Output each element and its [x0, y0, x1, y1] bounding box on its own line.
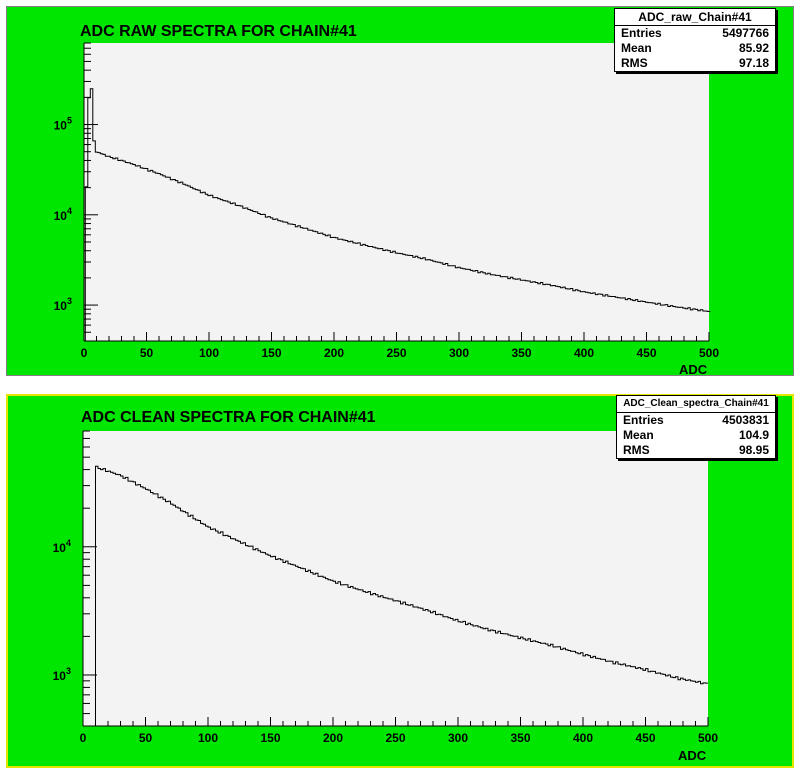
- clean-chart-title: ADC CLEAN SPECTRA FOR CHAIN#41: [81, 409, 376, 426]
- stats-value: 104.9: [738, 428, 769, 442]
- x-tick-label: 100: [198, 731, 218, 745]
- raw-spectrum-plot: 0 50 100 150 200 250 300 350 400 450 500 103 104 105: [54, 42, 719, 360]
- raw-stats-box: ADC_raw_Chain#41 Entries 5497766 Mean 85…: [614, 8, 776, 72]
- raw-stats-entries-row: Entries 5497766: [615, 26, 775, 41]
- x-tick-label: 400: [573, 731, 593, 745]
- x-tick-label: 150: [260, 731, 280, 745]
- stats-value: 97.18: [738, 56, 769, 70]
- x-tick-label: 200: [324, 346, 344, 360]
- x-tick-label: 450: [635, 731, 655, 745]
- stats-label: RMS: [623, 443, 650, 457]
- x-tick-label: 350: [510, 731, 530, 745]
- stats-value: 85.92: [738, 41, 769, 55]
- x-tick-label: 50: [140, 346, 154, 360]
- stats-label: Mean: [621, 41, 652, 55]
- x-tick-label: 500: [698, 731, 718, 745]
- x-tick-label: 300: [449, 346, 469, 360]
- x-tick-label: 400: [574, 346, 594, 360]
- stats-value: 4503831: [722, 413, 769, 427]
- clean-stats-name: ADC_Clean_spectra_Chain#41: [617, 396, 775, 413]
- raw-stats-rms-row: RMS 97.18: [615, 56, 775, 71]
- y-tick-label: 103: [54, 296, 72, 313]
- y-tick-label: 103: [53, 666, 71, 683]
- x-tick-label: 250: [385, 731, 405, 745]
- x-tick-label: 500: [699, 346, 719, 360]
- x-tick-label: 100: [199, 346, 219, 360]
- x-tick-label: 0: [81, 346, 88, 360]
- stats-value: 5497766: [722, 26, 769, 40]
- raw-chart-title: ADC RAW SPECTRA FOR CHAIN#41: [80, 23, 357, 40]
- clean-spectrum-plot: 0 50 100 150 200 250 300 350 400 450 500 103 104: [53, 430, 718, 745]
- x-tick-label: 450: [636, 346, 656, 360]
- stats-label: Mean: [623, 428, 654, 442]
- x-tick-label: 0: [80, 731, 87, 745]
- clean-stats-box: ADC_Clean_spectra_Chain#41 Entries 45038…: [616, 395, 776, 459]
- clean-stats-rms-row: RMS 98.95: [617, 443, 775, 458]
- x-tick-label: 300: [448, 731, 468, 745]
- clean-spectrum-pad: 0 50 100 150 200 250 300 350 400 450 500 103 104 ADC…: [6, 394, 794, 768]
- clean-stats-entries-row: Entries 4503831: [617, 413, 775, 428]
- clean-stats-mean-row: Mean 104.9: [617, 428, 775, 443]
- raw-plot-frame: [84, 43, 709, 341]
- clean-plot-frame: [83, 431, 708, 726]
- clean-histogram-series: [95, 465, 708, 726]
- x-tick-label: 350: [511, 346, 531, 360]
- y-tick-label: 105: [54, 116, 72, 133]
- stats-label: Entries: [623, 413, 664, 427]
- stats-label: RMS: [621, 56, 648, 70]
- x-tick-label: 250: [386, 346, 406, 360]
- y-tick-label: 104: [53, 538, 71, 555]
- clean-x-axis-label: ADC: [678, 748, 707, 763]
- raw-stats-mean-row: Mean 85.92: [615, 41, 775, 56]
- raw-spectrum-pad: 0 50 100 150 200 250 300 350 400 450 500 103 104 105 …: [6, 6, 794, 377]
- stats-value: 98.95: [738, 443, 769, 457]
- x-tick-label: 200: [323, 731, 343, 745]
- raw-stats-name: ADC_raw_Chain#41: [615, 9, 775, 26]
- x-tick-label: 150: [261, 346, 281, 360]
- raw-x-axis-label: ADC: [679, 362, 708, 377]
- stats-label: Entries: [621, 26, 662, 40]
- x-tick-label: 50: [139, 731, 153, 745]
- raw-histogram-series: [84, 88, 711, 341]
- y-tick-label: 104: [54, 206, 72, 223]
